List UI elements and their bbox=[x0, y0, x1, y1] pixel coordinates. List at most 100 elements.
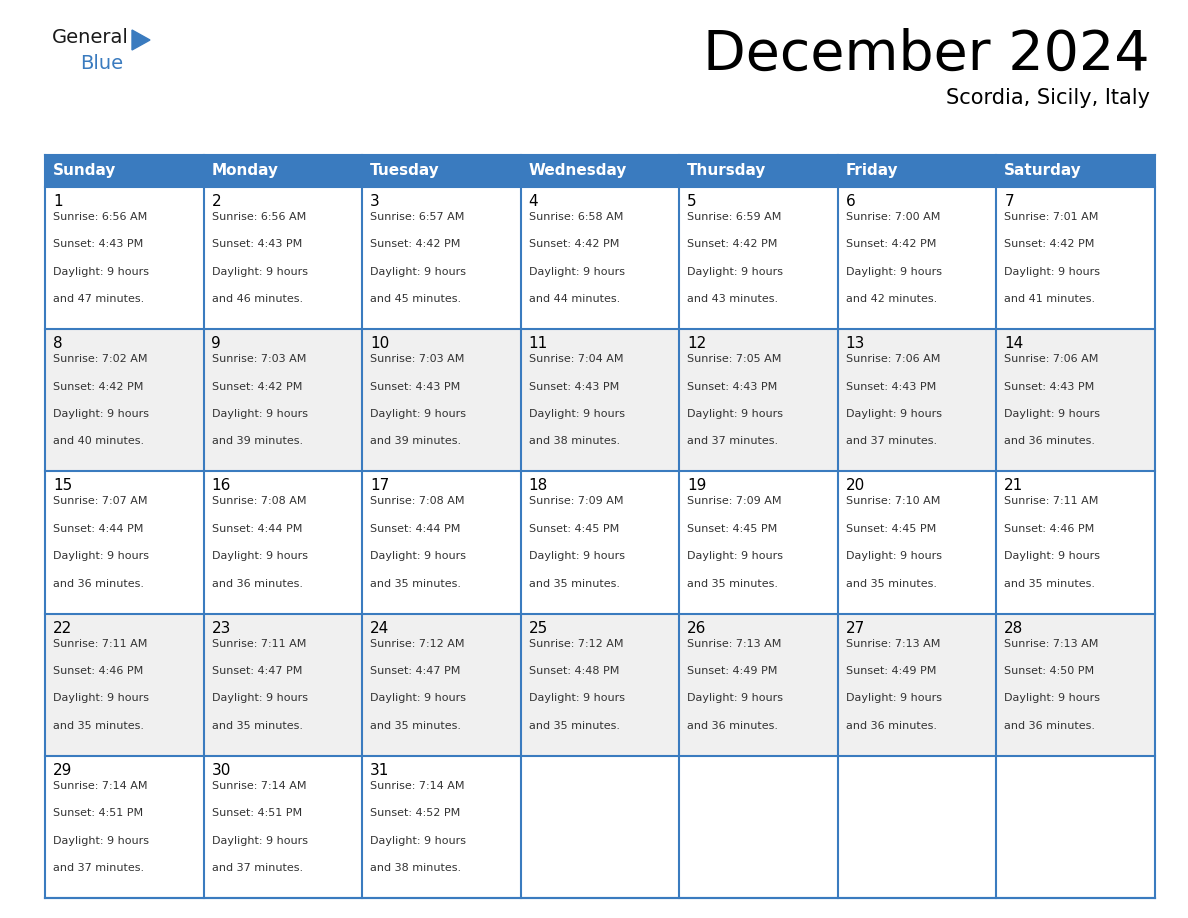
Text: and 41 minutes.: and 41 minutes. bbox=[1004, 295, 1095, 304]
Text: Wednesday: Wednesday bbox=[529, 163, 627, 178]
Bar bbox=[203, 330, 362, 472]
Text: Daylight: 9 hours: Daylight: 9 hours bbox=[211, 267, 308, 277]
Bar bbox=[362, 472, 520, 613]
Text: Blue: Blue bbox=[80, 54, 124, 73]
Bar bbox=[680, 613, 838, 756]
Text: Sunset: 4:43 PM: Sunset: 4:43 PM bbox=[687, 382, 777, 392]
Text: 21: 21 bbox=[1004, 478, 1024, 493]
Text: Sunrise: 7:13 AM: Sunrise: 7:13 AM bbox=[846, 639, 940, 649]
Bar bbox=[520, 613, 680, 756]
Text: Sunrise: 7:07 AM: Sunrise: 7:07 AM bbox=[53, 497, 147, 507]
Text: Sunrise: 7:00 AM: Sunrise: 7:00 AM bbox=[846, 212, 940, 222]
Text: 31: 31 bbox=[371, 763, 390, 778]
Text: and 36 minutes.: and 36 minutes. bbox=[53, 578, 144, 588]
Text: 9: 9 bbox=[211, 336, 221, 352]
Text: Daylight: 9 hours: Daylight: 9 hours bbox=[371, 693, 466, 703]
Text: Daylight: 9 hours: Daylight: 9 hours bbox=[846, 409, 942, 419]
Text: Sunrise: 6:59 AM: Sunrise: 6:59 AM bbox=[687, 212, 782, 222]
Bar bbox=[520, 187, 680, 330]
Text: December 2024: December 2024 bbox=[703, 28, 1150, 82]
Bar bbox=[997, 155, 1155, 187]
Bar bbox=[520, 756, 680, 898]
Text: Daylight: 9 hours: Daylight: 9 hours bbox=[846, 551, 942, 561]
Text: Sunrise: 7:09 AM: Sunrise: 7:09 AM bbox=[529, 497, 624, 507]
Text: and 38 minutes.: and 38 minutes. bbox=[371, 863, 461, 873]
Text: Sunset: 4:42 PM: Sunset: 4:42 PM bbox=[529, 240, 619, 250]
Text: 11: 11 bbox=[529, 336, 548, 352]
Text: 29: 29 bbox=[53, 763, 72, 778]
Text: Sunset: 4:42 PM: Sunset: 4:42 PM bbox=[211, 382, 302, 392]
Text: 24: 24 bbox=[371, 621, 390, 635]
Text: Sunrise: 6:56 AM: Sunrise: 6:56 AM bbox=[211, 212, 305, 222]
Text: 5: 5 bbox=[687, 194, 697, 209]
Bar bbox=[203, 187, 362, 330]
Text: and 45 minutes.: and 45 minutes. bbox=[371, 295, 461, 304]
Bar bbox=[997, 330, 1155, 472]
Text: and 38 minutes.: and 38 minutes. bbox=[529, 436, 620, 446]
Text: Sunset: 4:51 PM: Sunset: 4:51 PM bbox=[211, 808, 302, 818]
Text: Sunrise: 7:14 AM: Sunrise: 7:14 AM bbox=[211, 781, 307, 790]
Text: Daylight: 9 hours: Daylight: 9 hours bbox=[687, 551, 783, 561]
Text: Daylight: 9 hours: Daylight: 9 hours bbox=[211, 409, 308, 419]
Text: Sunset: 4:42 PM: Sunset: 4:42 PM bbox=[687, 240, 778, 250]
Text: Daylight: 9 hours: Daylight: 9 hours bbox=[53, 267, 148, 277]
Text: Daylight: 9 hours: Daylight: 9 hours bbox=[1004, 693, 1100, 703]
Text: Daylight: 9 hours: Daylight: 9 hours bbox=[371, 551, 466, 561]
Text: 7: 7 bbox=[1004, 194, 1015, 209]
Text: and 37 minutes.: and 37 minutes. bbox=[687, 436, 778, 446]
Text: 13: 13 bbox=[846, 336, 865, 352]
Text: Daylight: 9 hours: Daylight: 9 hours bbox=[53, 693, 148, 703]
Bar bbox=[520, 155, 680, 187]
Text: Sunrise: 7:05 AM: Sunrise: 7:05 AM bbox=[687, 354, 782, 364]
Text: Sunset: 4:51 PM: Sunset: 4:51 PM bbox=[53, 808, 143, 818]
Text: Daylight: 9 hours: Daylight: 9 hours bbox=[687, 267, 783, 277]
Text: Daylight: 9 hours: Daylight: 9 hours bbox=[1004, 551, 1100, 561]
Text: Sunset: 4:49 PM: Sunset: 4:49 PM bbox=[687, 666, 778, 676]
Bar bbox=[203, 155, 362, 187]
Text: Daylight: 9 hours: Daylight: 9 hours bbox=[371, 409, 466, 419]
Bar bbox=[997, 613, 1155, 756]
Text: Friday: Friday bbox=[846, 163, 898, 178]
Text: Sunset: 4:47 PM: Sunset: 4:47 PM bbox=[371, 666, 461, 676]
Text: Tuesday: Tuesday bbox=[371, 163, 440, 178]
Text: 17: 17 bbox=[371, 478, 390, 493]
Text: Sunset: 4:52 PM: Sunset: 4:52 PM bbox=[371, 808, 460, 818]
Text: Daylight: 9 hours: Daylight: 9 hours bbox=[529, 693, 625, 703]
Text: Daylight: 9 hours: Daylight: 9 hours bbox=[846, 267, 942, 277]
Bar bbox=[203, 756, 362, 898]
Bar bbox=[680, 155, 838, 187]
Text: and 35 minutes.: and 35 minutes. bbox=[529, 578, 620, 588]
Text: Sunset: 4:45 PM: Sunset: 4:45 PM bbox=[529, 524, 619, 534]
Text: 16: 16 bbox=[211, 478, 230, 493]
Text: and 37 minutes.: and 37 minutes. bbox=[846, 436, 937, 446]
Text: and 42 minutes.: and 42 minutes. bbox=[846, 295, 937, 304]
Text: Sunrise: 7:13 AM: Sunrise: 7:13 AM bbox=[1004, 639, 1099, 649]
Text: Daylight: 9 hours: Daylight: 9 hours bbox=[687, 409, 783, 419]
Text: and 36 minutes.: and 36 minutes. bbox=[211, 578, 303, 588]
Text: 10: 10 bbox=[371, 336, 390, 352]
Text: and 36 minutes.: and 36 minutes. bbox=[846, 721, 937, 731]
Text: Sunrise: 7:06 AM: Sunrise: 7:06 AM bbox=[846, 354, 940, 364]
Bar bbox=[45, 472, 203, 613]
Text: Sunset: 4:45 PM: Sunset: 4:45 PM bbox=[846, 524, 936, 534]
Text: and 43 minutes.: and 43 minutes. bbox=[687, 295, 778, 304]
Text: Sunrise: 7:03 AM: Sunrise: 7:03 AM bbox=[211, 354, 305, 364]
Bar bbox=[362, 330, 520, 472]
Text: Sunset: 4:46 PM: Sunset: 4:46 PM bbox=[1004, 524, 1094, 534]
Bar bbox=[838, 613, 997, 756]
Text: Sunrise: 6:58 AM: Sunrise: 6:58 AM bbox=[529, 212, 623, 222]
Text: Daylight: 9 hours: Daylight: 9 hours bbox=[53, 409, 148, 419]
Text: Sunset: 4:42 PM: Sunset: 4:42 PM bbox=[1004, 240, 1094, 250]
Text: 4: 4 bbox=[529, 194, 538, 209]
Text: Sunrise: 7:12 AM: Sunrise: 7:12 AM bbox=[371, 639, 465, 649]
Text: 2: 2 bbox=[211, 194, 221, 209]
Text: 30: 30 bbox=[211, 763, 230, 778]
Bar bbox=[997, 756, 1155, 898]
Text: Saturday: Saturday bbox=[1004, 163, 1082, 178]
Text: and 37 minutes.: and 37 minutes. bbox=[53, 863, 144, 873]
Text: 28: 28 bbox=[1004, 621, 1024, 635]
Text: Sunset: 4:50 PM: Sunset: 4:50 PM bbox=[1004, 666, 1094, 676]
Text: Sunset: 4:43 PM: Sunset: 4:43 PM bbox=[1004, 382, 1094, 392]
Text: Sunset: 4:49 PM: Sunset: 4:49 PM bbox=[846, 666, 936, 676]
Bar bbox=[45, 756, 203, 898]
